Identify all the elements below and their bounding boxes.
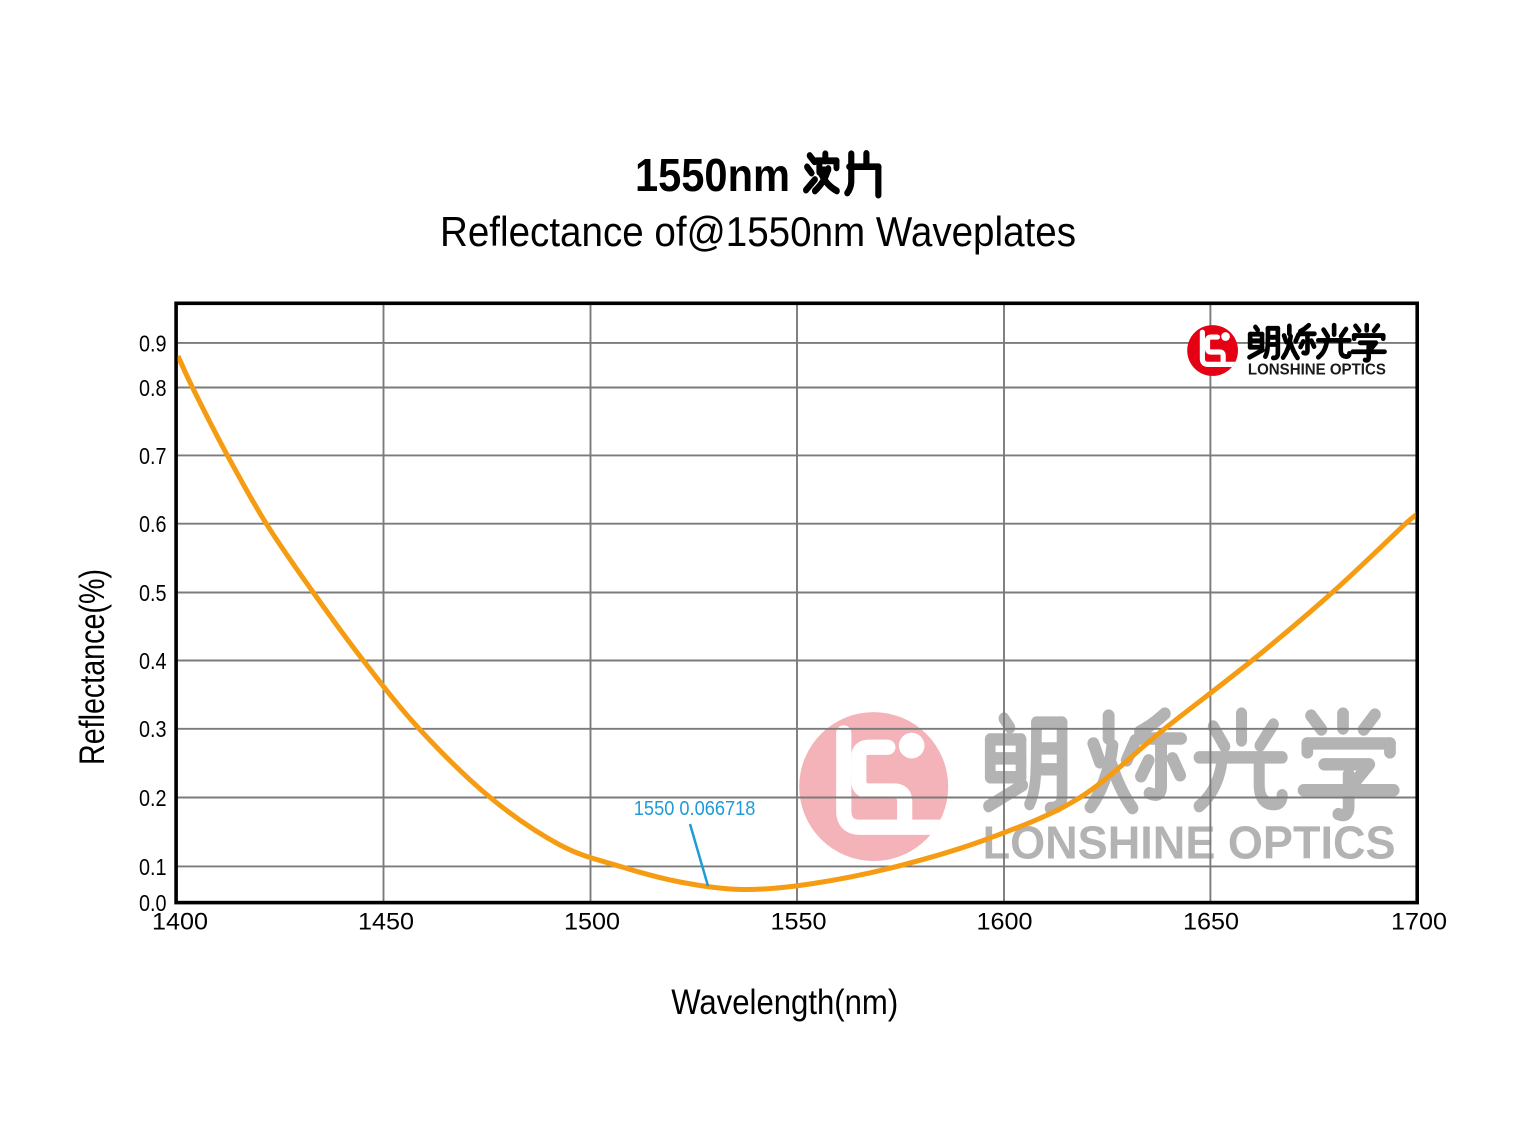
svg-text:1700: 1700	[1391, 909, 1447, 936]
svg-text:1500: 1500	[564, 909, 620, 936]
svg-text:1550 0.066718: 1550 0.066718	[634, 798, 756, 820]
svg-text:LONSHINE OPTICS: LONSHINE OPTICS	[983, 816, 1396, 868]
svg-text:0.9: 0.9	[139, 330, 167, 356]
svg-text:1400: 1400	[152, 909, 208, 936]
svg-text:Wavelength(nm): Wavelength(nm)	[671, 983, 898, 1022]
svg-text:0.1: 0.1	[139, 854, 167, 880]
svg-text:0.2: 0.2	[139, 785, 167, 811]
svg-text:1600: 1600	[977, 909, 1033, 936]
svg-text:0.0: 0.0	[139, 890, 167, 916]
svg-text:0.6: 0.6	[139, 511, 167, 537]
svg-text:1650: 1650	[1183, 909, 1239, 936]
svg-text:0.5: 0.5	[139, 580, 167, 606]
svg-text:0.3: 0.3	[139, 716, 167, 742]
svg-text:1450: 1450	[358, 909, 414, 936]
svg-text:0.4: 0.4	[139, 648, 167, 674]
svg-text:1550nm: 1550nm	[635, 149, 790, 201]
svg-text:Reflectance of@1550nm Waveplat: Reflectance of@1550nm Waveplates	[440, 208, 1076, 255]
svg-text:1550: 1550	[771, 909, 827, 936]
svg-text:LONSHINE OPTICS: LONSHINE OPTICS	[1248, 362, 1386, 379]
svg-text:0.7: 0.7	[139, 443, 167, 469]
svg-text:0.8: 0.8	[139, 375, 167, 401]
svg-text:Reflectance(%): Reflectance(%)	[73, 569, 112, 765]
